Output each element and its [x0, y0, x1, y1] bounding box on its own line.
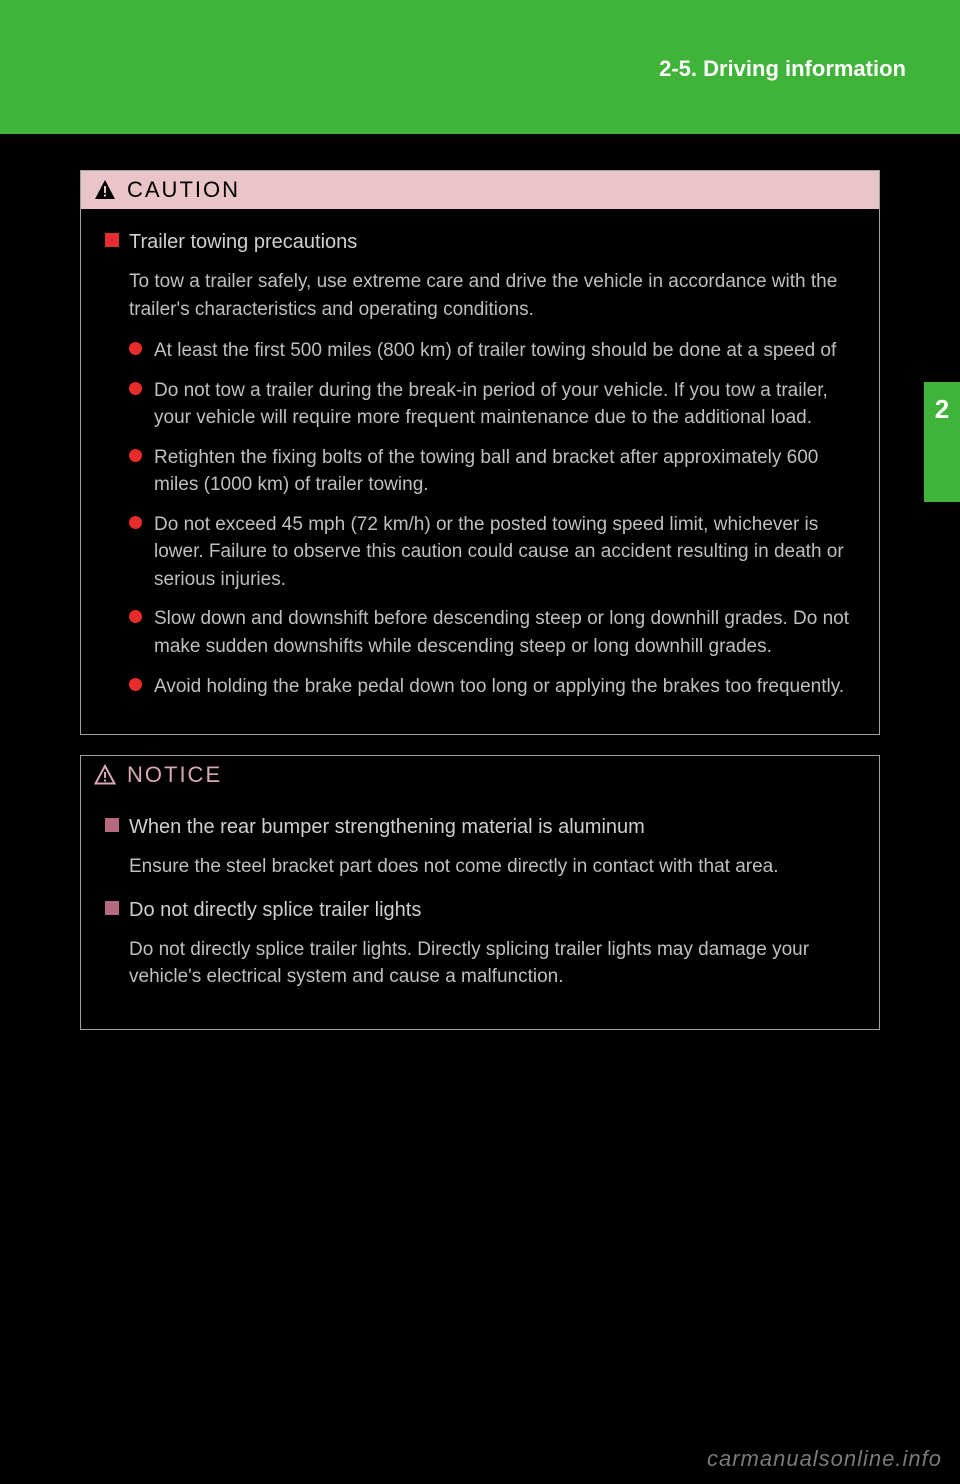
header-bar: 2-5. Driving information — [0, 0, 960, 134]
section-breadcrumb: 2-5. Driving information — [659, 56, 906, 82]
chapter-side-tab: 2 — [924, 382, 960, 502]
watermark-text: carmanualsonline.info — [707, 1446, 942, 1472]
square-bullet-icon — [105, 818, 119, 832]
notice-body: When the rear bumper strengthening mater… — [81, 794, 879, 1029]
caution-label: CAUTION — [127, 177, 240, 203]
caution-bullet-text: At least the first 500 miles (800 km) of… — [154, 337, 836, 365]
content-area: CAUTION Trailer towing precautions To to… — [80, 170, 880, 1050]
caution-bullet-row: Slow down and downshift before descendin… — [129, 605, 855, 660]
dot-bullet-icon — [129, 610, 142, 623]
caution-section-row: Trailer towing precautions — [105, 229, 855, 256]
caution-section-title: Trailer towing precautions — [129, 229, 357, 256]
caution-box: CAUTION Trailer towing precautions To to… — [80, 170, 880, 735]
notice-body-text: Do not directly splice trailer lights. D… — [129, 936, 855, 991]
caution-bullet-text: Do not exceed 45 mph (72 km/h) or the po… — [154, 511, 855, 594]
square-bullet-icon — [105, 901, 119, 915]
notice-header: NOTICE — [81, 756, 879, 794]
caution-bullet-text: Slow down and downshift before descendin… — [154, 605, 855, 660]
dot-bullet-icon — [129, 342, 142, 355]
notice-section-title: When the rear bumper strengthening mater… — [129, 814, 645, 841]
caution-bullet-text: Avoid holding the brake pedal down too l… — [154, 673, 844, 701]
dot-bullet-icon — [129, 382, 142, 395]
caution-bullet-row: At least the first 500 miles (800 km) of… — [129, 337, 855, 365]
notice-section-row: Do not directly splice trailer lights — [105, 897, 855, 924]
caution-intro-text: To tow a trailer safely, use extreme car… — [129, 268, 855, 323]
caution-bullet-row: Retighten the fixing bolts of the towing… — [129, 444, 855, 499]
notice-body-text: Ensure the steel bracket part does not c… — [129, 853, 855, 881]
notice-section-title: Do not directly splice trailer lights — [129, 897, 421, 924]
warning-triangle-icon — [93, 178, 117, 202]
caution-bullet-text: Retighten the fixing bolts of the towing… — [154, 444, 855, 499]
dot-bullet-icon — [129, 678, 142, 691]
caution-header: CAUTION — [81, 171, 879, 209]
caution-bullet-row: Avoid holding the brake pedal down too l… — [129, 673, 855, 701]
caution-bullet-text: Do not tow a trailer during the break-in… — [154, 377, 855, 432]
notice-box: NOTICE When the rear bumper strengthenin… — [80, 755, 880, 1030]
caution-bullet-row: Do not tow a trailer during the break-in… — [129, 377, 855, 432]
caution-body: Trailer towing precautions To tow a trai… — [81, 209, 879, 734]
caution-bullet-row: Do not exceed 45 mph (72 km/h) or the po… — [129, 511, 855, 594]
notice-label: NOTICE — [127, 762, 222, 788]
square-bullet-icon — [105, 233, 119, 247]
dot-bullet-icon — [129, 516, 142, 529]
notice-section-row: When the rear bumper strengthening mater… — [105, 814, 855, 841]
chapter-number: 2 — [935, 394, 949, 425]
warning-triangle-outline-icon — [93, 763, 117, 787]
dot-bullet-icon — [129, 449, 142, 462]
